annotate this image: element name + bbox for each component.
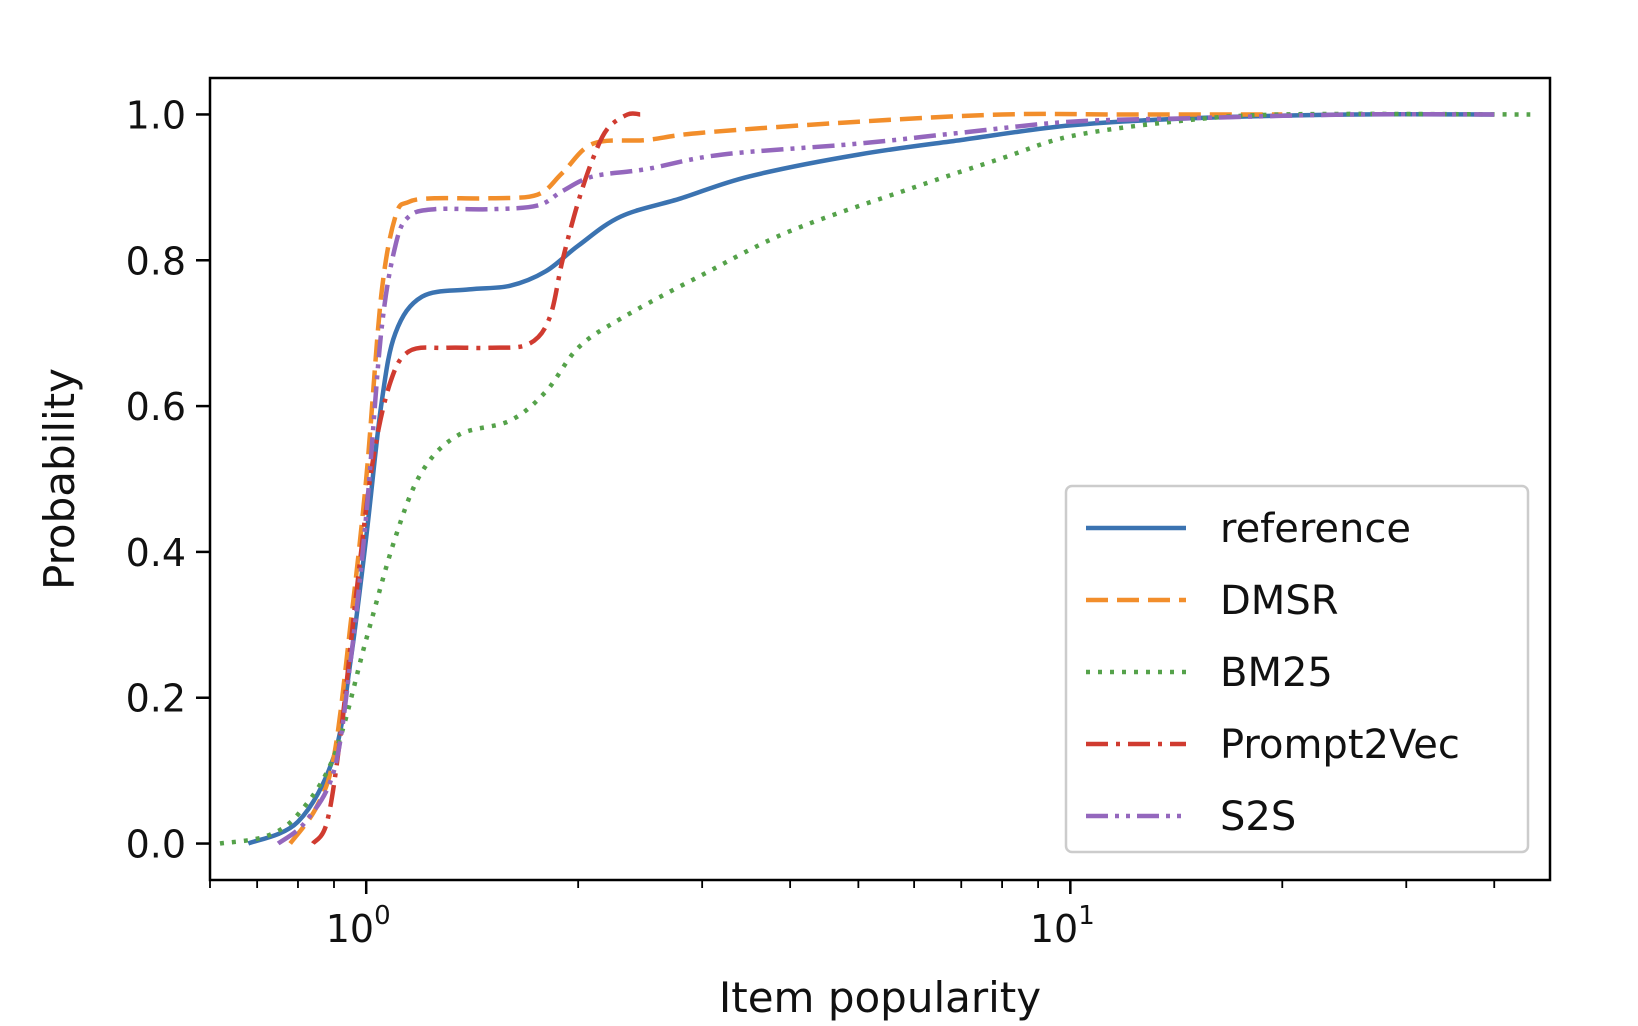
y-tick-label: 0.0 — [126, 823, 186, 867]
x-tick-label: 100 — [326, 901, 391, 951]
legend-box — [1064, 484, 1530, 854]
y-tick-label: 1.0 — [126, 93, 186, 137]
legend-label-s2s: S2S — [1220, 794, 1296, 840]
series-line-prompt2vec — [311, 111, 641, 846]
y-tick-label: 0.2 — [126, 677, 186, 721]
x-tick-label: 101 — [1030, 901, 1095, 951]
legend-entries: reference DMSR BM25 Prompt2Vec S2S — [1086, 506, 1460, 840]
legend-label-prompt2vec: Prompt2Vec — [1220, 722, 1460, 768]
axes-frame — [208, 76, 1552, 882]
y-tick-label: 0.4 — [126, 531, 186, 575]
legend-label-dmsr: DMSR — [1220, 578, 1339, 624]
legend-label-bm25: BM25 — [1220, 650, 1333, 696]
x-axis-label: Item popularity — [719, 973, 1041, 1022]
x-ticks: 100 101 — [209, 880, 1496, 951]
y-ticks: 0.0 0.2 0.4 0.6 0.8 1.0 — [126, 93, 210, 867]
y-axis-label: Probability — [35, 368, 84, 590]
legend: reference DMSR BM25 Prompt2Vec S2S — [1064, 484, 1530, 854]
series-line-bm25 — [219, 111, 1531, 846]
legend-label-reference: reference — [1220, 506, 1411, 552]
series-layer — [219, 111, 1531, 846]
series-line-dmsr — [288, 111, 1283, 845]
series-line-s2s — [276, 111, 1495, 846]
y-tick-label: 0.8 — [126, 239, 186, 283]
y-tick-label: 0.6 — [126, 385, 186, 429]
